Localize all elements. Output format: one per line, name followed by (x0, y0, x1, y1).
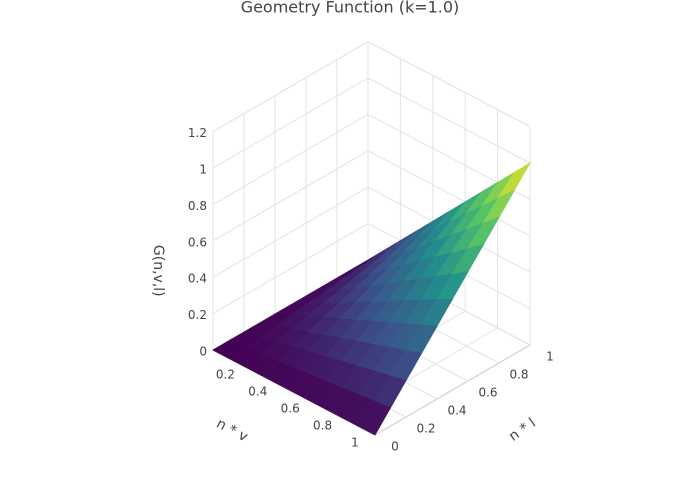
y-tick-label: 0.2 (416, 422, 435, 436)
grid-line (212, 150, 369, 242)
grid-line (212, 41, 369, 133)
y-tick-label: 1 (546, 350, 554, 364)
grid-line (367, 41, 531, 128)
z-tick-label: 0.4 (188, 272, 207, 286)
grid-line (212, 223, 369, 315)
chart-title: Geometry Function (k=1.0) (241, 0, 460, 17)
x-tick-label: 0.2 (216, 368, 235, 382)
y-tick-label: 0 (391, 440, 399, 454)
z-tick-label: 0 (199, 345, 207, 359)
y-tick-label: 0.4 (447, 404, 466, 418)
grid-line (374, 344, 531, 436)
z-tick-label: 1 (199, 163, 207, 177)
z-tick-label: 1.2 (188, 126, 207, 140)
surface-cell (358, 400, 392, 436)
z-tick-label: 0.2 (188, 308, 207, 322)
y-tick-label: 0.6 (478, 386, 497, 400)
y-tick-label: 0.8 (509, 368, 528, 382)
z-tick-label: 0.6 (188, 235, 207, 249)
grid-line (367, 150, 531, 237)
grid-line (212, 186, 369, 278)
z-axis-title: G(n,v,l) (150, 245, 166, 297)
z-tick-label: 0.8 (188, 199, 207, 213)
x-tick-label: 0.8 (313, 419, 332, 433)
grid-line (212, 113, 369, 205)
x-tick-label: 1 (351, 436, 359, 450)
grid-line (367, 77, 531, 164)
grid-line (212, 77, 369, 169)
x-tick-label: 0.4 (248, 385, 267, 399)
x-tick-label: 0.6 (281, 402, 300, 416)
